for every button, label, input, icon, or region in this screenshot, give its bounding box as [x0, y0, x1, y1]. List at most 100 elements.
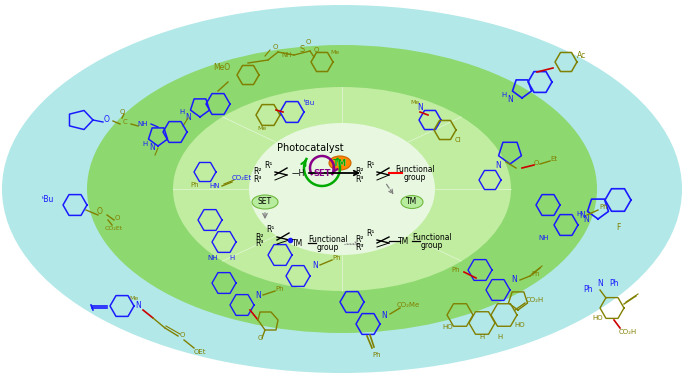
Text: Me: Me	[258, 125, 266, 130]
Text: R¹: R¹	[366, 161, 374, 170]
Text: Functional: Functional	[395, 166, 435, 175]
Text: NH: NH	[208, 255, 219, 261]
Text: O: O	[104, 115, 110, 124]
Text: H: H	[229, 255, 235, 261]
Text: H: H	[501, 92, 507, 98]
Text: Me: Me	[410, 99, 420, 104]
Text: O: O	[97, 208, 103, 217]
Ellipse shape	[173, 87, 511, 291]
Text: Ph: Ph	[451, 267, 460, 273]
Text: R¹: R¹	[264, 161, 272, 170]
Text: TM: TM	[333, 158, 347, 167]
Text: group: group	[404, 174, 426, 183]
Text: MeO: MeO	[214, 64, 231, 73]
Text: N: N	[135, 302, 141, 310]
Text: O: O	[119, 109, 125, 115]
Text: N: N	[417, 104, 423, 113]
Text: Me: Me	[330, 50, 340, 54]
Ellipse shape	[249, 123, 435, 255]
Text: R²: R²	[356, 235, 364, 245]
Text: N: N	[511, 276, 517, 285]
Text: N: N	[597, 279, 603, 288]
Text: Ph: Ph	[609, 279, 619, 288]
Text: O: O	[179, 332, 185, 338]
Text: Ac: Ac	[577, 51, 586, 59]
Text: SET: SET	[313, 169, 331, 178]
Text: TM: TM	[399, 237, 410, 245]
Text: R³: R³	[253, 175, 262, 184]
Text: N: N	[149, 144, 155, 152]
Text: Ph: Ph	[275, 286, 284, 292]
Text: —H: —H	[291, 169, 305, 178]
Ellipse shape	[252, 195, 278, 209]
Text: ᵗBu: ᵗBu	[42, 195, 54, 204]
Text: NH: NH	[138, 121, 148, 127]
Text: N: N	[507, 96, 513, 104]
Ellipse shape	[2, 5, 682, 373]
Text: Ph: Ph	[333, 255, 341, 261]
Text: CO₂Et: CO₂Et	[105, 226, 123, 231]
Text: Cl: Cl	[455, 137, 462, 143]
Text: R²: R²	[253, 167, 262, 177]
Text: CO₂Me: CO₂Me	[397, 302, 420, 308]
Text: Functional: Functional	[308, 235, 348, 245]
Text: NH: NH	[538, 235, 549, 241]
Text: Ph: Ph	[583, 285, 593, 294]
Text: Ph: Ph	[532, 271, 540, 277]
Text: N: N	[255, 291, 261, 299]
Text: N: N	[312, 260, 318, 270]
Text: N: N	[583, 215, 589, 225]
Text: OEt: OEt	[194, 349, 206, 355]
Text: group: group	[421, 242, 443, 251]
Text: R¹: R¹	[366, 228, 374, 237]
Text: Et: Et	[551, 156, 558, 162]
Text: TM: TM	[333, 158, 347, 167]
Text: R³: R³	[256, 240, 264, 248]
Text: CO₂H: CO₂H	[619, 329, 637, 335]
Text: ᵗBu: ᵗBu	[304, 100, 316, 106]
Text: O: O	[258, 335, 262, 341]
Text: S: S	[299, 45, 305, 54]
Text: N: N	[185, 113, 191, 122]
Text: HN: HN	[210, 183, 221, 189]
Text: O: O	[306, 39, 311, 45]
Text: C: C	[123, 119, 127, 125]
Text: R³: R³	[356, 243, 364, 251]
Text: H: H	[479, 334, 484, 340]
Text: H: H	[179, 109, 185, 115]
Text: O: O	[273, 44, 277, 50]
Text: F: F	[616, 223, 620, 232]
Text: Me: Me	[129, 296, 138, 302]
Text: N: N	[579, 211, 585, 220]
Text: Ph: Ph	[190, 182, 199, 188]
Ellipse shape	[401, 195, 423, 209]
Text: HO: HO	[443, 324, 453, 330]
Text: Photocatalyst: Photocatalyst	[277, 143, 343, 153]
Text: H: H	[576, 211, 582, 217]
Text: Ph: Ph	[599, 204, 608, 210]
Text: R²: R²	[356, 167, 364, 177]
Text: HO: HO	[514, 322, 525, 328]
Text: HO: HO	[593, 315, 603, 321]
Text: Functional: Functional	[412, 234, 452, 243]
Ellipse shape	[329, 156, 351, 170]
Text: O: O	[313, 47, 319, 53]
Text: NH: NH	[282, 52, 292, 58]
Text: O: O	[534, 160, 538, 166]
Text: CO₂H: CO₂H	[526, 297, 544, 303]
Text: R²: R²	[256, 232, 264, 242]
Text: N: N	[495, 161, 501, 169]
Text: R¹: R¹	[266, 226, 274, 234]
Text: H: H	[142, 141, 148, 147]
Text: Ph: Ph	[373, 352, 382, 358]
Text: TM: TM	[292, 239, 303, 248]
Text: group: group	[316, 243, 339, 253]
Text: SET: SET	[258, 197, 272, 206]
Text: H: H	[497, 334, 503, 340]
Text: N: N	[381, 310, 387, 319]
Text: CO₂Et: CO₂Et	[232, 175, 252, 181]
Text: TM: TM	[406, 197, 418, 206]
Text: R³: R³	[356, 175, 364, 184]
Ellipse shape	[87, 45, 597, 333]
Text: O: O	[114, 215, 120, 221]
